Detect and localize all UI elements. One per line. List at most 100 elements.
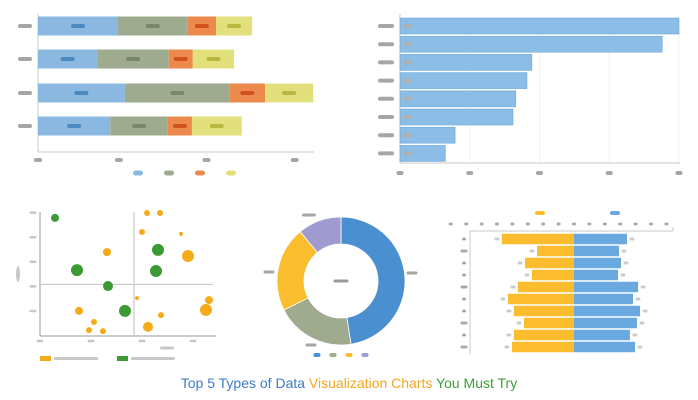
slice-label xyxy=(305,343,317,347)
legend-swatch xyxy=(329,353,337,357)
y-tick-label xyxy=(29,285,37,288)
bubble xyxy=(91,318,97,325)
data-label xyxy=(227,24,242,28)
bar xyxy=(399,108,514,126)
data-label xyxy=(504,345,510,349)
data-label xyxy=(516,321,522,325)
category-label xyxy=(460,285,468,289)
data-label xyxy=(640,285,646,289)
bubble xyxy=(135,296,139,301)
y-tick-label xyxy=(29,309,37,313)
data-label xyxy=(403,133,413,138)
x-tick-label xyxy=(572,222,576,226)
title-part-3: You Must Try xyxy=(436,375,518,391)
bar xyxy=(399,90,517,108)
bubble xyxy=(139,228,145,235)
data-label xyxy=(637,345,643,349)
data-label xyxy=(126,57,141,61)
x-tick-label xyxy=(633,222,638,226)
category-label xyxy=(18,91,32,95)
x-tick-label xyxy=(675,171,683,175)
x-tick-label xyxy=(479,222,484,226)
legend-swatch xyxy=(40,356,51,361)
bar xyxy=(501,233,574,245)
bubble xyxy=(182,250,194,263)
data-label xyxy=(524,273,530,277)
category-label xyxy=(462,297,466,301)
x-tick-label xyxy=(587,222,592,226)
data-label xyxy=(529,249,535,253)
x-axis-title xyxy=(160,346,174,350)
slice-label xyxy=(263,270,275,274)
category-label xyxy=(378,151,394,156)
data-label xyxy=(500,297,506,301)
bubble xyxy=(179,231,183,236)
legend-swatch xyxy=(133,170,143,176)
diverging-bar-chart xyxy=(448,211,674,354)
data-label xyxy=(629,237,635,241)
bar xyxy=(574,233,627,245)
bar xyxy=(399,72,528,89)
x-tick-label xyxy=(495,222,499,226)
data-label xyxy=(194,24,209,28)
x-tick-label xyxy=(396,171,404,175)
x-tick-label xyxy=(556,222,561,226)
category-label xyxy=(378,60,394,65)
legend-swatch xyxy=(313,353,321,357)
data-label xyxy=(70,24,85,28)
category-label xyxy=(378,24,394,28)
x-tick-label xyxy=(448,222,453,226)
data-label xyxy=(206,57,221,61)
data-label xyxy=(209,124,224,128)
bar xyxy=(513,329,574,341)
bar xyxy=(517,281,574,293)
x-tick-label xyxy=(525,222,530,226)
category-label xyxy=(460,249,468,253)
y-tick-label xyxy=(29,235,37,239)
horizontal-bar-chart xyxy=(378,14,683,175)
bar xyxy=(507,293,574,305)
x-tick-label xyxy=(202,158,211,162)
page-title: Top 5 Types of Data Visualization Charts… xyxy=(0,375,698,391)
data-label xyxy=(403,151,413,156)
bar xyxy=(574,269,619,281)
data-label xyxy=(517,261,523,265)
bubble xyxy=(158,312,164,319)
bar xyxy=(574,293,633,305)
bubble xyxy=(103,248,111,257)
legend-swatch xyxy=(535,211,545,215)
x-tick-label xyxy=(189,339,197,343)
data-label xyxy=(506,309,512,313)
bar xyxy=(574,329,630,341)
legend-label xyxy=(131,357,175,360)
data-label xyxy=(506,333,512,337)
data-label xyxy=(60,57,75,61)
x-tick-label xyxy=(618,222,623,226)
x-tick-label xyxy=(114,158,123,162)
bar xyxy=(525,257,574,269)
donut-chart xyxy=(263,213,418,357)
x-tick-label xyxy=(605,171,613,175)
x-tick-label xyxy=(541,222,546,226)
bubble xyxy=(143,321,153,332)
x-tick-label xyxy=(36,339,44,343)
data-label xyxy=(632,333,638,337)
bubble xyxy=(86,327,92,334)
legend-swatch xyxy=(226,170,236,176)
x-tick-label xyxy=(138,339,146,343)
legend-label xyxy=(54,357,98,360)
bar xyxy=(399,35,663,53)
category-label xyxy=(460,321,468,325)
center-label xyxy=(333,279,349,283)
x-tick-label xyxy=(649,222,653,226)
legend-swatch xyxy=(195,170,205,176)
category-label xyxy=(462,309,466,313)
data-label xyxy=(510,285,516,289)
data-label xyxy=(282,91,297,95)
bar xyxy=(574,305,641,317)
bar xyxy=(399,54,533,71)
bar xyxy=(574,317,637,329)
x-tick-label xyxy=(664,222,669,226)
data-label xyxy=(403,78,413,83)
bar xyxy=(513,305,574,317)
